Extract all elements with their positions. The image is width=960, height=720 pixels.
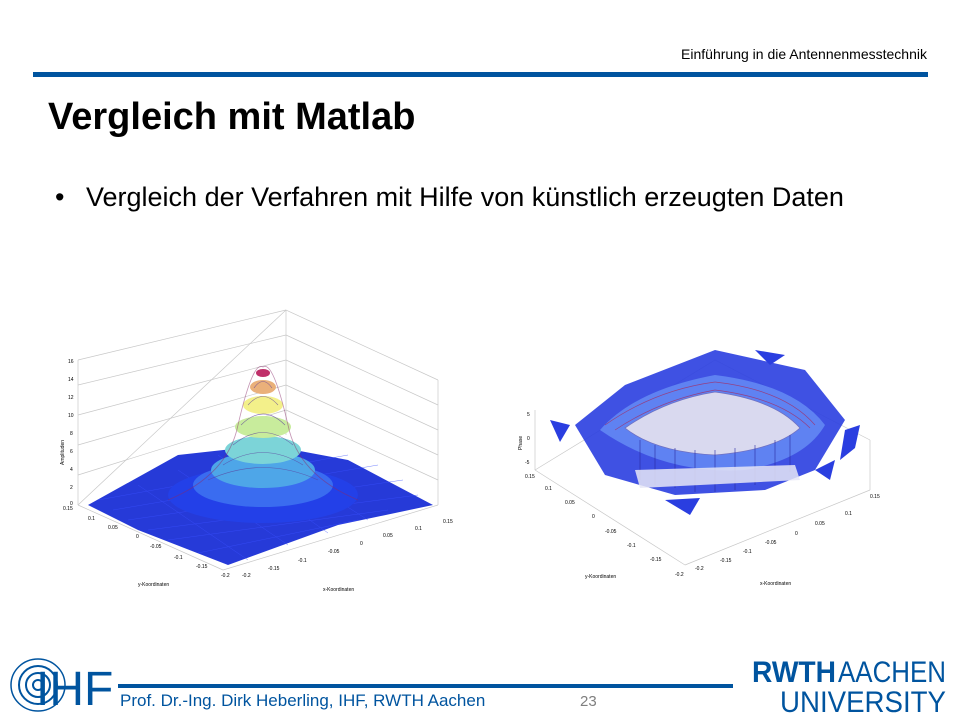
y-tick: -0.15 xyxy=(196,564,208,570)
z-tick: 14 xyxy=(68,377,74,383)
x-tick: 0 xyxy=(360,541,363,547)
ihf-logo-icon: IHF xyxy=(10,658,113,714)
y-tick: 0.05 xyxy=(108,525,118,531)
footer-author: Prof. Dr.-Ing. Dirk Heberling, IHF, RWTH… xyxy=(120,691,486,710)
x-tick: 0.15 xyxy=(443,519,453,525)
z-axis-label: Phase xyxy=(518,436,524,450)
y-tick: -0.1 xyxy=(627,543,636,549)
x-tick: -0.05 xyxy=(328,549,340,555)
ihf-logo-text: IHF xyxy=(36,663,113,714)
y-tick: 0 xyxy=(136,534,139,540)
box-frame xyxy=(77,309,439,571)
z-tick: 10 xyxy=(68,413,74,419)
x-tick: -0.15 xyxy=(268,566,280,572)
page-number: 23 xyxy=(580,693,597,710)
x-tick: 0.05 xyxy=(815,521,825,527)
x-tick: -0.2 xyxy=(242,573,251,579)
z-tick: 2 xyxy=(70,485,73,491)
y-tick: -0.15 xyxy=(650,557,662,563)
y-tick: -0.05 xyxy=(150,544,162,550)
bullet-text: Vergleich der Verfahren mit Hilfe von kü… xyxy=(86,182,844,212)
x-tick: 0.1 xyxy=(415,526,422,532)
phase-surface-plot: 5 0 -5 Phase 0.15 0.1 0.05 0 -0.05 -0.1 … xyxy=(518,350,880,587)
y-tick: -0.05 xyxy=(605,529,617,535)
course-title: Einführung in die Antennenmesstechnik xyxy=(681,46,927,62)
z-tick: 16 xyxy=(68,359,74,365)
x-tick: 0.1 xyxy=(845,511,852,517)
z-tick: 0 xyxy=(527,436,530,442)
x-axis-label: x-Koordinaten xyxy=(323,587,354,593)
phase-surface xyxy=(550,350,860,515)
x-tick: -0.2 xyxy=(695,566,704,572)
y-tick: -0.2 xyxy=(675,572,684,578)
z-tick: -5 xyxy=(525,460,530,466)
x-tick: -0.1 xyxy=(298,558,307,564)
x-tick: 0 xyxy=(795,531,798,537)
x-tick: -0.05 xyxy=(765,540,777,546)
y-axis-label: y-Koordinaten xyxy=(138,582,169,588)
x-tick: -0.15 xyxy=(720,558,732,564)
y-tick: 0.1 xyxy=(88,516,95,522)
rwth-logo-university: UNIVERSITY xyxy=(780,686,946,714)
bullet-item: • Vergleich der Verfahren mit Hilfe von … xyxy=(55,180,915,215)
rwth-aachen-logo: RWTH AACHEN UNIVERSITY xyxy=(752,656,946,714)
y-tick: 0.15 xyxy=(63,506,73,512)
header-rule xyxy=(33,72,928,77)
z-tick: 4 xyxy=(70,467,73,473)
y-axis-label: y-Koordinaten xyxy=(585,574,616,580)
z-axis-label: Amplituden xyxy=(60,440,66,465)
x-axis-label: x-Koordinaten xyxy=(760,581,791,587)
rwth-logo-aachen: AACHEN xyxy=(838,656,946,689)
z-tick: 0 xyxy=(70,501,73,507)
amplitude-surface-plot: 16 14 12 10 8 6 4 2 0 Amplituden 0.15 0.… xyxy=(60,309,453,593)
surface-peak xyxy=(167,365,359,523)
bullet-dot-icon: • xyxy=(55,182,65,212)
z-tick: 6 xyxy=(70,449,73,455)
y-tick: 0.1 xyxy=(545,486,552,492)
z-tick: 5 xyxy=(527,412,530,418)
y-tick: 0 xyxy=(592,514,595,520)
x-tick: 0.05 xyxy=(383,533,393,539)
x-tick: 0.15 xyxy=(870,494,880,500)
slide-title: Vergleich mit Matlab xyxy=(48,96,416,138)
y-tick: -0.1 xyxy=(174,555,183,561)
rwth-logo-rwth: RWTH xyxy=(752,656,836,689)
y-tick: 0.05 xyxy=(565,500,575,506)
z-tick: 12 xyxy=(68,395,74,401)
footer-rule xyxy=(118,684,733,688)
y-tick: 0.15 xyxy=(525,474,535,480)
x-tick: -0.1 xyxy=(743,549,752,555)
z-tick: 8 xyxy=(70,431,73,437)
y-tick: -0.2 xyxy=(221,573,230,579)
